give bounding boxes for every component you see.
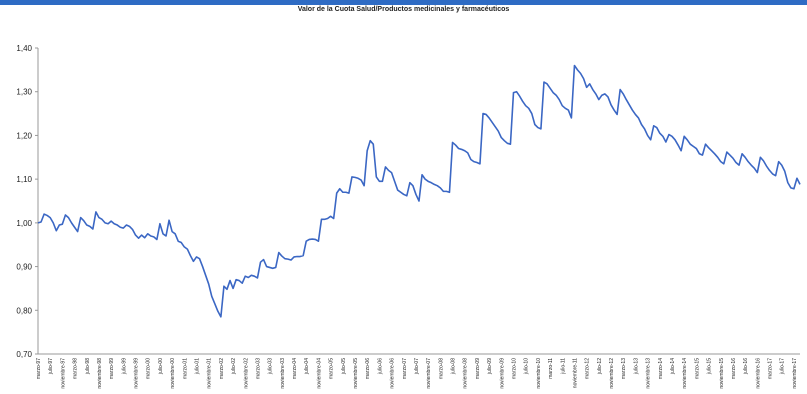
x-tick-label: julio-15 xyxy=(707,358,713,375)
x-tick-label: noviembre-15 xyxy=(719,358,725,389)
x-tick-label: marzo-97 xyxy=(36,358,42,379)
y-tick-label: 1,30 xyxy=(16,88,32,97)
y-tick-label: 1,00 xyxy=(16,219,32,228)
x-tick-label: noviembre-01 xyxy=(207,358,213,389)
x-tick-label: noviembre-99 xyxy=(134,358,140,389)
x-tick-label: noviembre-14 xyxy=(682,358,688,389)
y-tick-label: 0,70 xyxy=(16,350,32,359)
y-tick-label: 1,20 xyxy=(16,131,32,140)
x-tick-label: marzo-10 xyxy=(511,358,517,379)
x-tick-label: noviembre-10 xyxy=(536,358,542,389)
x-tick-label: marzo-05 xyxy=(329,358,335,379)
x-tick-label: marzo-02 xyxy=(219,358,225,379)
x-tick-label: noviembre-13 xyxy=(646,358,652,389)
chart-title: Valor de la Cuota Salud/Productos medici… xyxy=(297,6,510,13)
x-tick-label: marzo-16 xyxy=(731,358,737,379)
x-tick-label: julio-03 xyxy=(268,358,274,375)
x-tick-label: marzo-06 xyxy=(365,358,371,379)
x-tick-label: noviembre-11 xyxy=(572,358,578,388)
x-tick-label: noviembre-05 xyxy=(353,358,359,389)
x-tick-label: noviembre-04 xyxy=(316,358,322,389)
x-tick-label: julio-16 xyxy=(743,358,749,375)
x-tick-label: marzo-12 xyxy=(585,358,591,379)
x-tick-label: julio-12 xyxy=(597,358,603,375)
y-tick-label: 0,90 xyxy=(16,263,32,272)
x-tick-label: marzo-08 xyxy=(438,358,444,379)
x-tick-label: julio-97 xyxy=(48,358,54,375)
series-line xyxy=(37,64,801,318)
x-tick-label: marzo-17 xyxy=(768,358,774,379)
x-tick-label: julio-08 xyxy=(451,358,457,375)
x-tick-label: julio-05 xyxy=(341,358,347,375)
x-tick-label: noviembre-07 xyxy=(426,358,432,389)
y-tick-label: 0,80 xyxy=(16,306,32,315)
x-tick-label: marzo-98 xyxy=(73,358,79,379)
x-tick-label: julio-09 xyxy=(487,358,493,375)
x-tick-label: noviembre-03 xyxy=(280,358,286,389)
x-tick-label: julio-13 xyxy=(633,358,639,375)
x-tick-label: noviembre-00 xyxy=(170,358,176,389)
x-tick-label: marzo-03 xyxy=(255,358,261,379)
x-tick-label: noviembre-97 xyxy=(60,358,66,389)
x-tick-label: noviembre-06 xyxy=(390,358,396,389)
y-tick-label: 1,40 xyxy=(16,44,32,53)
x-tick-label: julio-10 xyxy=(524,358,530,375)
x-tick-label: julio-98 xyxy=(85,358,91,375)
x-tick-label: marzo-09 xyxy=(475,358,481,379)
header-bar xyxy=(0,0,807,5)
x-tick-label: julio-17 xyxy=(780,358,786,375)
x-tick-label: julio-11 xyxy=(560,358,566,375)
x-tick-label: noviembre-16 xyxy=(755,358,761,389)
x-tick-label: noviembre-12 xyxy=(609,358,615,389)
x-tick-label: julio-04 xyxy=(304,358,310,375)
x-tick-label: marzo-04 xyxy=(292,358,298,379)
x-tick-label: julio-01 xyxy=(194,358,200,375)
x-tick-label: noviembre-17 xyxy=(792,358,798,389)
x-tick-label: noviembre-08 xyxy=(463,358,469,389)
x-tick-label: marzo-11 xyxy=(548,358,554,379)
x-tick-label: marzo-07 xyxy=(402,358,408,379)
x-tick-label: noviembre-02 xyxy=(243,358,249,389)
x-tick-label: julio-02 xyxy=(231,358,237,375)
x-tick-label: marzo-01 xyxy=(182,358,188,379)
x-tick-label: julio-06 xyxy=(377,358,383,375)
x-tick-label: julio-14 xyxy=(670,358,676,375)
x-tick-label: julio-99 xyxy=(121,358,127,375)
x-tick-label: marzo-14 xyxy=(658,358,664,379)
x-tick-label: marzo-00 xyxy=(146,358,152,379)
x-tick-label: noviembre-98 xyxy=(97,358,103,389)
y-tick-label: 1,10 xyxy=(16,175,32,184)
x-tick-label: julio-00 xyxy=(158,358,164,375)
x-tick-label: marzo-99 xyxy=(109,358,115,379)
x-tick-label: julio-07 xyxy=(414,358,420,375)
x-tick-label: noviembre-09 xyxy=(499,358,505,389)
x-tick-label: marzo-15 xyxy=(694,358,700,379)
x-tick-label: marzo-13 xyxy=(621,358,627,379)
